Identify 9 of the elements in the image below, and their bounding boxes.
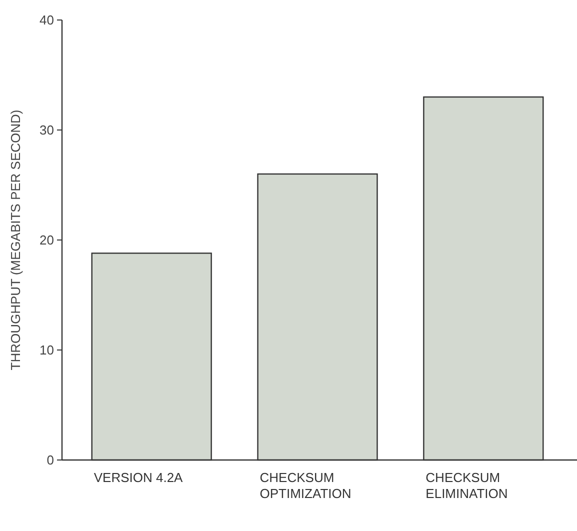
y-tick-label: 30 <box>40 122 54 138</box>
y-tick-label: 0 <box>46 452 54 468</box>
x-tick-label: CHECKSUM OPTIMIZATION <box>260 470 352 501</box>
x-tick-label: CHECKSUM ELIMINATION <box>426 470 508 501</box>
x-tick-label: VERSION 4.2A <box>94 470 184 485</box>
y-axis-title: THROUGHPUT (MEGABITS PER SECOND) <box>8 110 23 370</box>
y-tick-label: 40 <box>40 12 54 28</box>
y-tick-label: 10 <box>40 342 54 358</box>
y-tick-label: 20 <box>40 232 54 248</box>
